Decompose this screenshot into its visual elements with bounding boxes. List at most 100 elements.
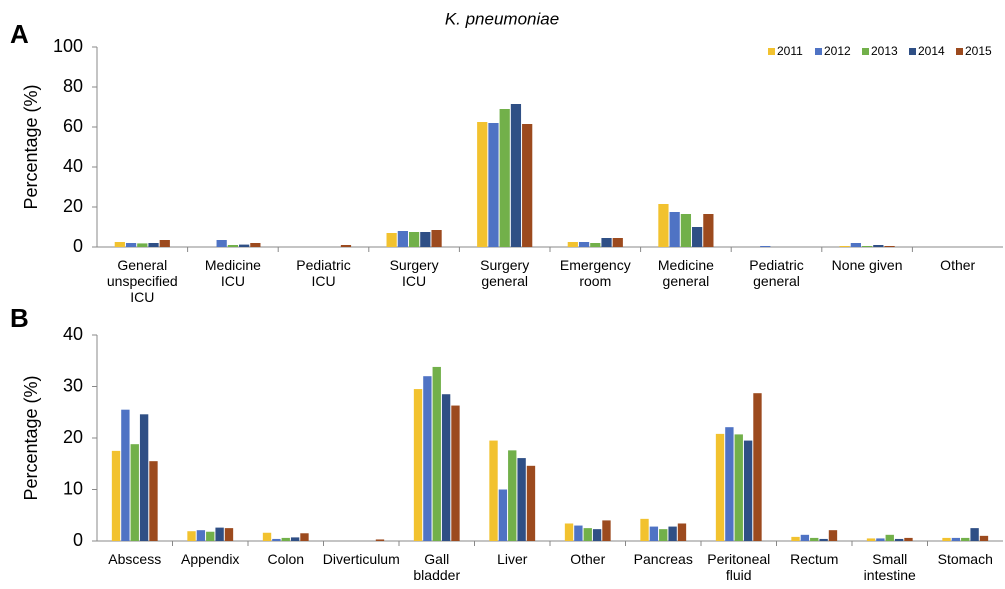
bar — [451, 405, 460, 541]
bar — [250, 243, 261, 247]
bar — [227, 245, 239, 247]
bar — [149, 461, 158, 541]
bar — [114, 242, 125, 247]
y-tick-label: 100 — [53, 36, 83, 56]
bar — [659, 529, 668, 541]
legend-swatch — [909, 48, 916, 55]
y-tick-label: 20 — [63, 427, 83, 447]
bar — [612, 238, 623, 247]
x-tick-label: Small intestine — [863, 551, 916, 583]
bar — [564, 523, 574, 541]
bar — [692, 227, 703, 247]
bar — [290, 537, 300, 541]
bar — [139, 414, 149, 541]
bar — [760, 246, 771, 247]
bar — [574, 525, 583, 541]
bar — [375, 539, 385, 541]
x-tick-label: Surgery general — [480, 257, 530, 289]
bar — [791, 536, 800, 541]
bar — [121, 409, 130, 541]
x-tick-label: Other — [570, 551, 606, 567]
bar — [216, 240, 227, 247]
bar — [861, 246, 873, 247]
bar — [488, 123, 499, 247]
bar — [262, 532, 272, 541]
legend-label: 2012 — [824, 44, 851, 58]
bar — [850, 243, 861, 247]
bar — [224, 528, 234, 541]
bar — [669, 212, 680, 247]
bar — [340, 245, 352, 247]
bar — [715, 433, 725, 541]
x-tick-label: Abscess — [108, 551, 162, 567]
legend-label: 2015 — [965, 44, 992, 58]
bar — [477, 122, 488, 247]
bar — [640, 518, 649, 541]
x-tick-label: Peritoneal fluid — [707, 551, 771, 583]
y-tick-label: 0 — [73, 530, 83, 550]
x-tick-label: Diverticulum — [322, 551, 400, 567]
bar — [601, 238, 612, 247]
bar — [239, 244, 250, 247]
bar — [111, 450, 121, 541]
bar — [894, 538, 904, 541]
legend-label: 2011 — [777, 44, 803, 58]
bar — [942, 537, 951, 541]
bar — [567, 242, 578, 247]
bar — [680, 214, 692, 247]
bar — [819, 538, 828, 541]
y-tick-label: 80 — [63, 76, 83, 96]
bar — [668, 526, 677, 541]
bar — [800, 534, 810, 541]
bar — [148, 243, 159, 247]
x-tick-label: Pediatric general — [749, 257, 804, 289]
bar — [413, 389, 423, 541]
legend-label: 2014 — [918, 44, 945, 58]
x-tick-label: Medicine general — [657, 257, 714, 289]
bar — [441, 394, 451, 541]
bar — [526, 465, 536, 541]
bar — [522, 124, 533, 247]
bar — [508, 450, 517, 541]
y-tick-label: 20 — [63, 196, 83, 216]
bar — [810, 537, 819, 541]
y-tick-label: 40 — [63, 156, 83, 176]
x-tick-label: Other — [940, 257, 976, 273]
bar — [386, 233, 397, 247]
bar — [431, 230, 442, 247]
bar — [658, 204, 669, 247]
y-axis-label: Percentage (%) — [21, 375, 41, 500]
bar — [130, 444, 139, 541]
bar — [215, 527, 224, 541]
x-tick-label: Stomach — [937, 551, 993, 567]
legend-swatch — [815, 48, 822, 55]
bar — [125, 243, 137, 247]
y-tick-label: 30 — [63, 375, 83, 395]
y-tick-label: 40 — [63, 324, 83, 344]
panel-label: A — [10, 19, 29, 49]
bar — [590, 243, 601, 247]
bar — [979, 535, 989, 541]
bar — [517, 458, 526, 541]
bar — [725, 427, 734, 541]
bar — [885, 534, 894, 541]
bar — [873, 245, 884, 247]
x-tick-label: Appendix — [181, 551, 240, 567]
bar — [272, 538, 281, 541]
bar — [839, 246, 850, 247]
bar — [159, 240, 170, 247]
bar — [703, 214, 714, 247]
bar — [876, 538, 885, 541]
x-tick-label: Pediatric ICU — [296, 257, 351, 289]
bar — [951, 537, 961, 541]
x-tick-label: Colon — [267, 551, 305, 567]
bar — [498, 489, 508, 541]
y-tick-label: 0 — [73, 236, 83, 256]
x-tick-label: Gall bladder — [413, 551, 461, 583]
bar — [649, 526, 659, 541]
bar — [206, 531, 215, 541]
bar — [578, 242, 590, 247]
y-tick-label: 10 — [63, 478, 83, 498]
